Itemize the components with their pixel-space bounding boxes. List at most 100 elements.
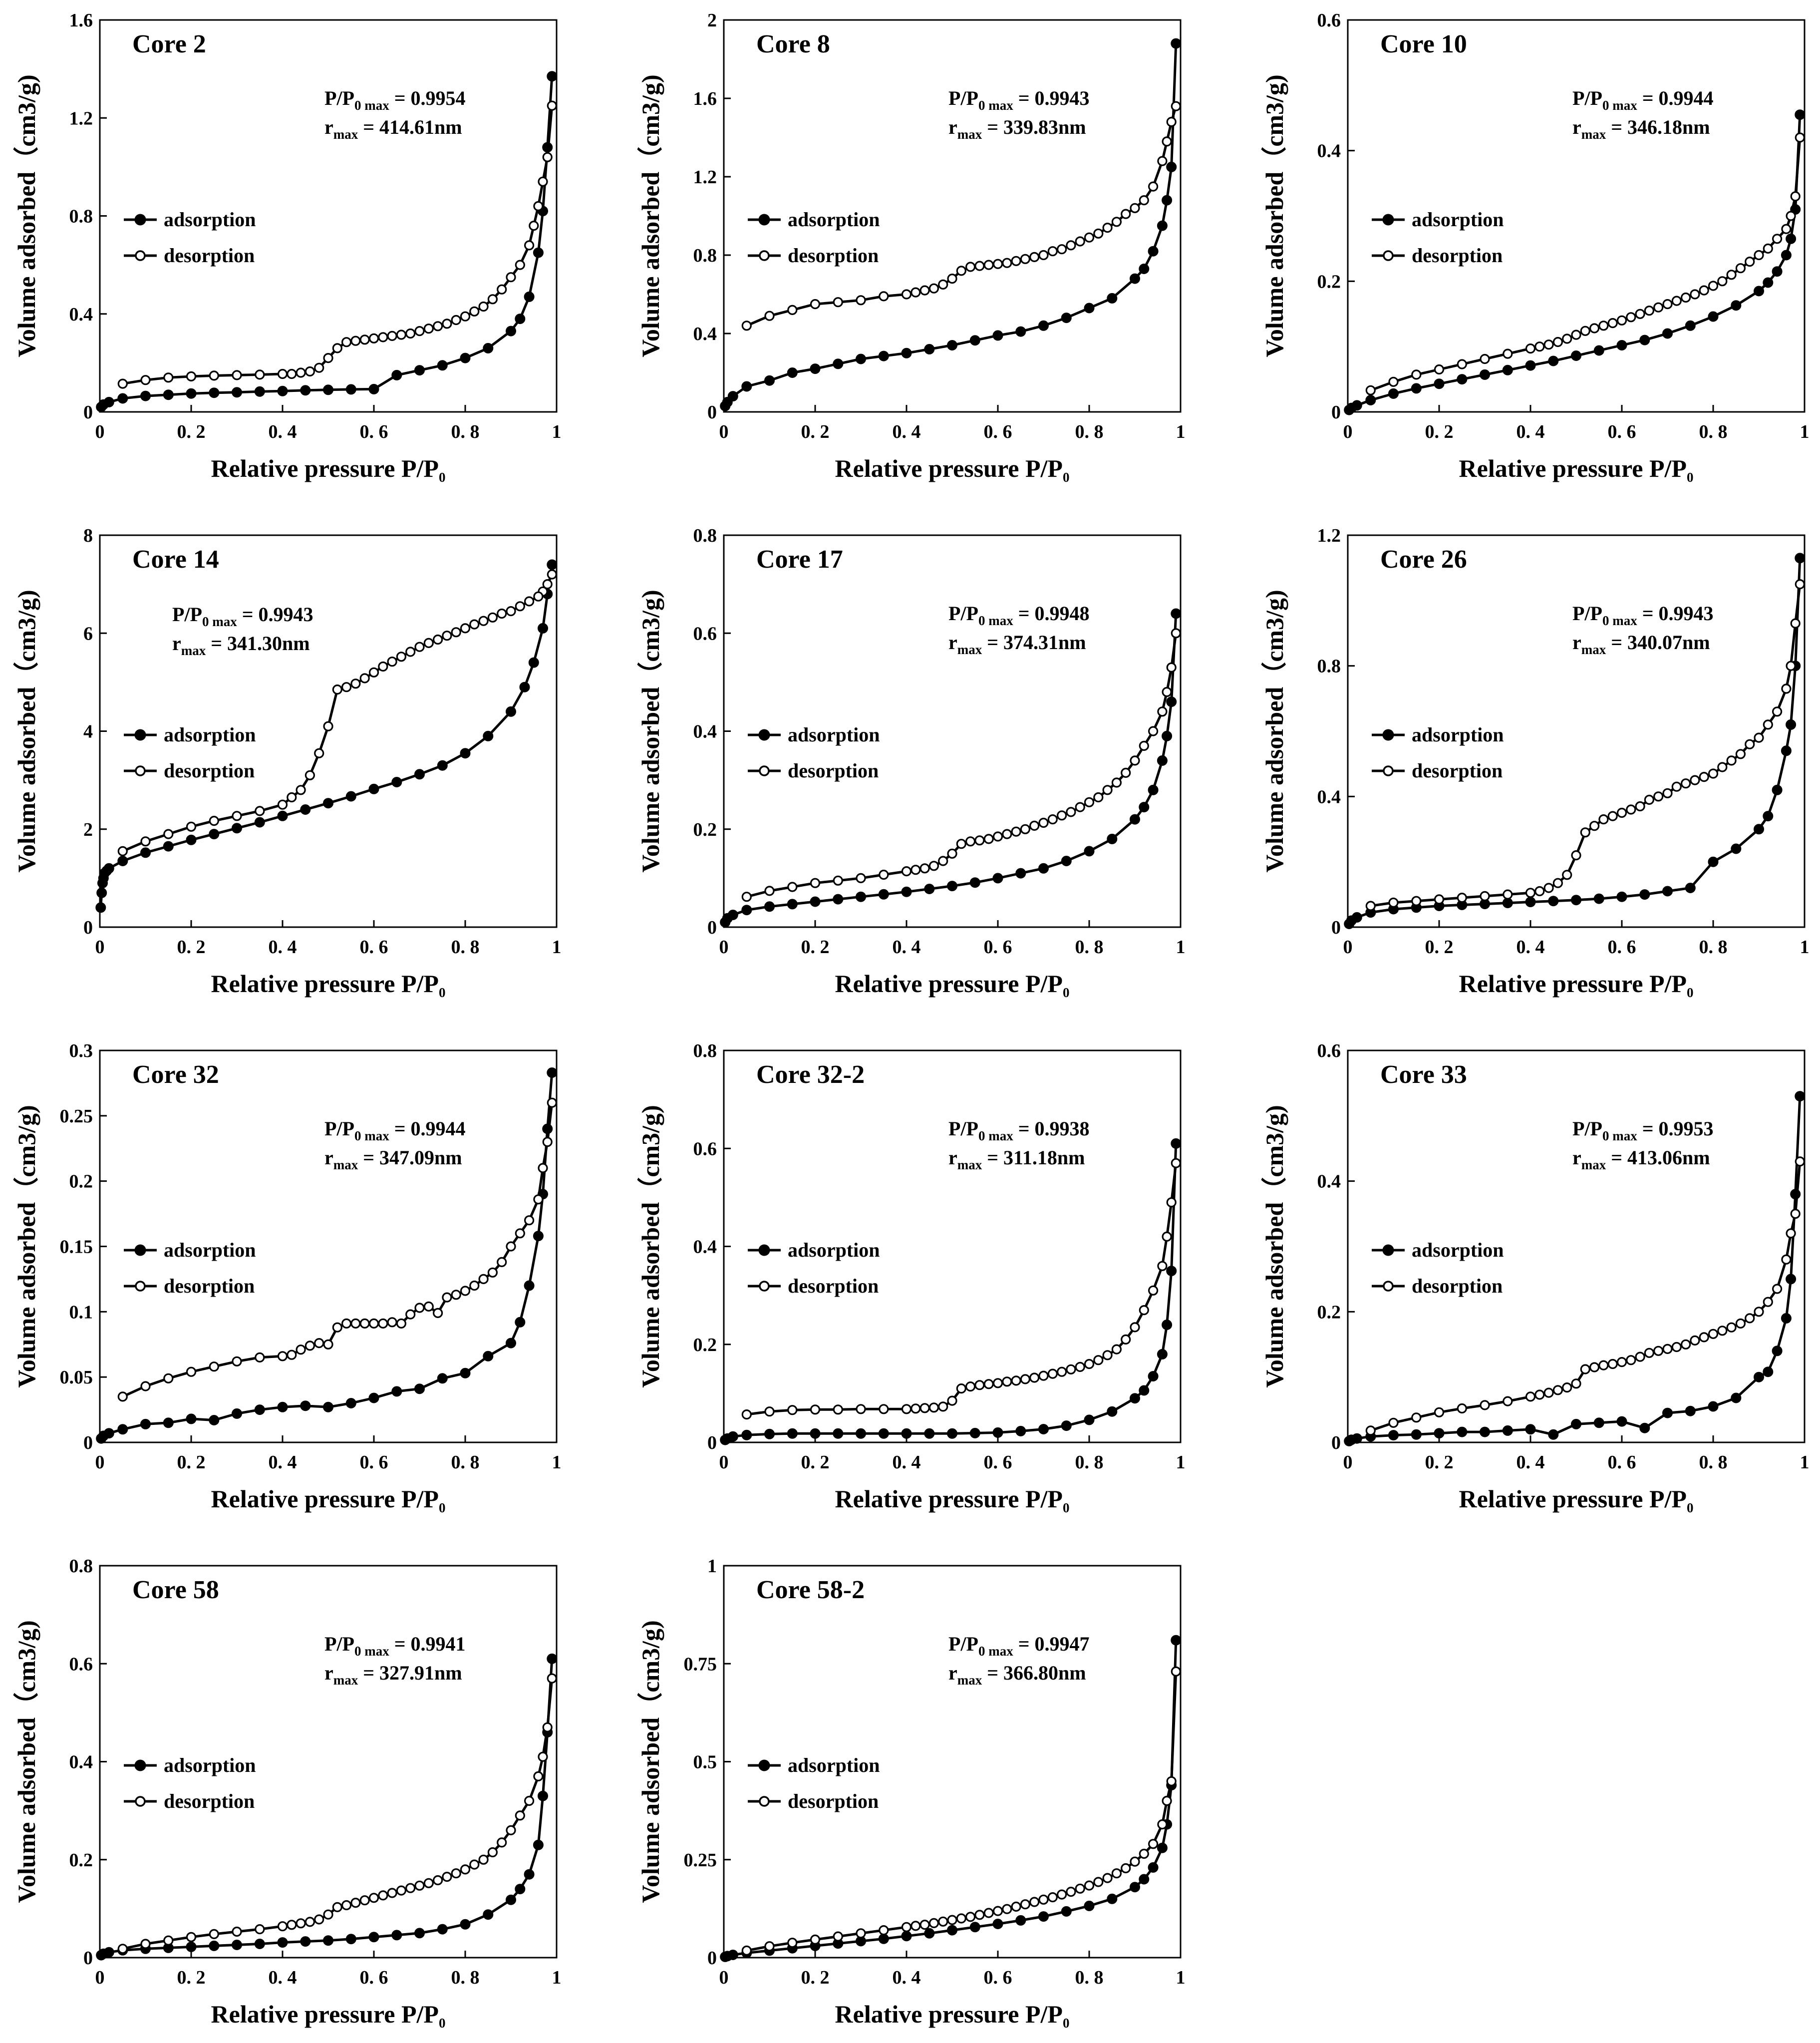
data-point-adsorption [1107, 1893, 1118, 1904]
data-point-adsorption [483, 730, 494, 741]
data-point-adsorption [391, 1930, 402, 1941]
data-point-desorption [1388, 897, 1399, 908]
data-point-desorption [323, 721, 333, 731]
data-point-desorption [1571, 330, 1581, 340]
data-point-desorption [983, 260, 994, 270]
data-point-adsorption [1662, 328, 1673, 339]
data-point-desorption [186, 1932, 197, 1942]
data-point-desorption [442, 319, 452, 329]
x-axis-title: Relative pressure P/P0 [211, 2000, 446, 2031]
y-axis-title: Volume adsorbed（cm3/g) [636, 74, 664, 357]
data-point-adsorption [300, 804, 311, 815]
data-point-desorption [1699, 1332, 1709, 1343]
chart-panel: 0 0.2 0.4 0.6 0.8 0 0. 2 0. 4 0. 6 0. 8 1 Relative … [12, 1556, 562, 2031]
data-point-adsorption [1502, 1425, 1513, 1436]
x-axis-title: Relative pressure P/P0 [211, 970, 446, 1000]
y-tick-label: 4 [83, 721, 93, 742]
data-point-desorption [163, 372, 174, 383]
data-point-desorption [287, 1350, 297, 1360]
plot-frame [1347, 1049, 1806, 1443]
y-tick-label: 0.25 [684, 1850, 717, 1871]
data-point-desorption [764, 1406, 775, 1417]
data-point-adsorption [1708, 856, 1719, 867]
y-axis-title: Volume adsorbed（cm3/g) [1260, 74, 1288, 357]
rmax-annotation: rmax = 347.09nm [324, 1146, 462, 1172]
data-point-adsorption [528, 657, 539, 668]
rmax-annotation: rmax = 346.18nm [1572, 116, 1710, 142]
data-point-adsorption [1351, 400, 1362, 411]
data-point-adsorption [901, 886, 912, 897]
ppmax-annotation: P/P0 max = 0.9941 [324, 1633, 466, 1659]
data-point-adsorption [368, 1392, 379, 1403]
legend-label-desorption: desorption [164, 1275, 255, 1297]
data-point-desorption [910, 1921, 921, 1931]
data-point-adsorption [1639, 889, 1650, 900]
data-point-desorption [1598, 1360, 1609, 1370]
data-point-adsorption [1166, 161, 1177, 172]
data-point-adsorption [1763, 277, 1774, 288]
data-point-desorption [1726, 270, 1737, 280]
data-point-desorption [163, 1935, 174, 1946]
data-point-desorption [1171, 1158, 1181, 1168]
data-point-desorption [1786, 661, 1796, 671]
x-tick-label: 0 [1343, 937, 1353, 958]
x-tick-label: 0 [95, 937, 105, 958]
chart-panel: 0 0.25 0.5 0.75 1 0 0. 2 0. 4 0. 6 0. 8 1 Relative … [636, 1556, 1186, 2031]
data-point-adsorption [232, 823, 242, 834]
y-tick-label: 0 [83, 1948, 93, 1969]
y-tick-label: 0 [1331, 402, 1341, 423]
data-point-desorption [497, 1257, 507, 1267]
data-point-desorption [947, 848, 957, 859]
rmax-annotation: rmax = 339.83nm [948, 116, 1086, 142]
data-point-adsorption [1157, 1349, 1168, 1360]
data-point-desorption [414, 1880, 425, 1891]
data-point-adsorption [414, 365, 425, 376]
x-tick-label: 0. 6 [360, 1967, 388, 1988]
data-point-adsorption [1130, 273, 1140, 284]
data-point-adsorption [506, 1338, 516, 1349]
data-point-desorption [542, 1137, 553, 1147]
data-point-desorption [469, 1280, 480, 1291]
data-point-desorption [1002, 1376, 1012, 1387]
data-point-adsorption [1388, 388, 1399, 399]
data-point-desorption [296, 1345, 306, 1355]
data-point-desorption [1754, 250, 1764, 261]
y-tick-label: 0.8 [693, 525, 717, 546]
y-tick-label: 0.8 [69, 206, 93, 227]
data-point-adsorption [1639, 335, 1650, 345]
x-tick-label: 0. 4 [1517, 421, 1545, 442]
x-tick-label: 0. 4 [893, 1452, 921, 1473]
data-point-desorption [1084, 797, 1095, 807]
data-point-desorption [1562, 870, 1572, 880]
panel-title: Core 58 [132, 1576, 219, 1604]
legend-marker-desorption [759, 250, 770, 261]
data-point-adsorption [878, 350, 889, 361]
y-tick-label: 0.4 [1317, 1171, 1341, 1192]
data-point-desorption [1644, 794, 1654, 805]
x-tick-label: 0. 4 [269, 1452, 297, 1473]
data-point-adsorption [1786, 1274, 1797, 1285]
chart-panel: 0 0.4 0.8 1.2 0 0. 2 0. 4 0. 6 0. 8 1 Relative pre… [1260, 525, 1810, 1000]
data-point-desorption [255, 1924, 265, 1935]
data-point-desorption [1002, 829, 1012, 839]
data-point-adsorption [483, 1351, 494, 1362]
x-tick-label: 1 [552, 421, 562, 442]
x-axis-title: Relative pressure P/P0 [835, 970, 1070, 1000]
chart-panel: 0 0.4 0.8 1.2 1.6 2 0 0. 2 0. 4 0. 6 0. 8 1 Relative… [636, 10, 1186, 485]
data-point-adsorption [1525, 1424, 1536, 1435]
x-tick-label: 0. 2 [1425, 1452, 1454, 1473]
x-tick-label: 0. 8 [1699, 937, 1728, 958]
x-tick-label: 0. 8 [1075, 1452, 1104, 1473]
data-point-desorption [140, 1381, 151, 1391]
data-point-desorption [1084, 1359, 1095, 1369]
data-point-adsorption [1015, 1915, 1026, 1926]
data-point-desorption [938, 1916, 948, 1927]
y-tick-label: 0.4 [1317, 786, 1341, 807]
x-tick-label: 0 [95, 421, 105, 442]
data-point-desorption [487, 294, 498, 305]
legend-label-adsorption: adsorption [788, 723, 880, 746]
data-point-adsorption [232, 1940, 242, 1950]
x-tick-label: 1 [1176, 1452, 1186, 1473]
data-point-desorption [1562, 1382, 1572, 1393]
